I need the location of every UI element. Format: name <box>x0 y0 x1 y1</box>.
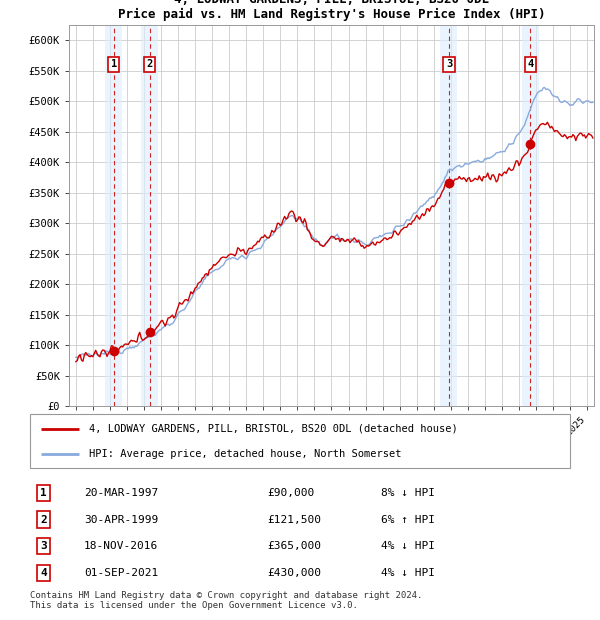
Bar <box>440 25 457 406</box>
FancyBboxPatch shape <box>30 414 570 468</box>
Text: £121,500: £121,500 <box>268 515 322 525</box>
Text: HPI: Average price, detached house, North Somerset: HPI: Average price, detached house, Nort… <box>89 450 402 459</box>
Text: 20-MAR-1997: 20-MAR-1997 <box>84 488 158 498</box>
Text: £90,000: £90,000 <box>268 488 315 498</box>
Text: £430,000: £430,000 <box>268 568 322 578</box>
Text: 8% ↓ HPI: 8% ↓ HPI <box>381 488 435 498</box>
Text: 3: 3 <box>446 60 452 69</box>
Bar <box>141 25 158 406</box>
Bar <box>522 25 539 406</box>
Text: 4% ↓ HPI: 4% ↓ HPI <box>381 541 435 551</box>
Text: 1: 1 <box>110 60 117 69</box>
Text: 30-APR-1999: 30-APR-1999 <box>84 515 158 525</box>
Text: 4: 4 <box>527 60 533 69</box>
Text: 3: 3 <box>40 541 47 551</box>
Text: £365,000: £365,000 <box>268 541 322 551</box>
Bar <box>105 25 122 406</box>
Text: 18-NOV-2016: 18-NOV-2016 <box>84 541 158 551</box>
Text: 2: 2 <box>40 515 47 525</box>
Title: 4, LODWAY GARDENS, PILL, BRISTOL, BS20 0DL
Price paid vs. HM Land Registry's Hou: 4, LODWAY GARDENS, PILL, BRISTOL, BS20 0… <box>118 0 545 21</box>
Text: 2: 2 <box>146 60 153 69</box>
Text: 4, LODWAY GARDENS, PILL, BRISTOL, BS20 0DL (detached house): 4, LODWAY GARDENS, PILL, BRISTOL, BS20 0… <box>89 424 458 434</box>
Text: Contains HM Land Registry data © Crown copyright and database right 2024.
This d: Contains HM Land Registry data © Crown c… <box>30 591 422 610</box>
Text: 1: 1 <box>40 488 47 498</box>
Text: 4% ↓ HPI: 4% ↓ HPI <box>381 568 435 578</box>
Text: 4: 4 <box>40 568 47 578</box>
Text: 01-SEP-2021: 01-SEP-2021 <box>84 568 158 578</box>
Text: 6% ↑ HPI: 6% ↑ HPI <box>381 515 435 525</box>
